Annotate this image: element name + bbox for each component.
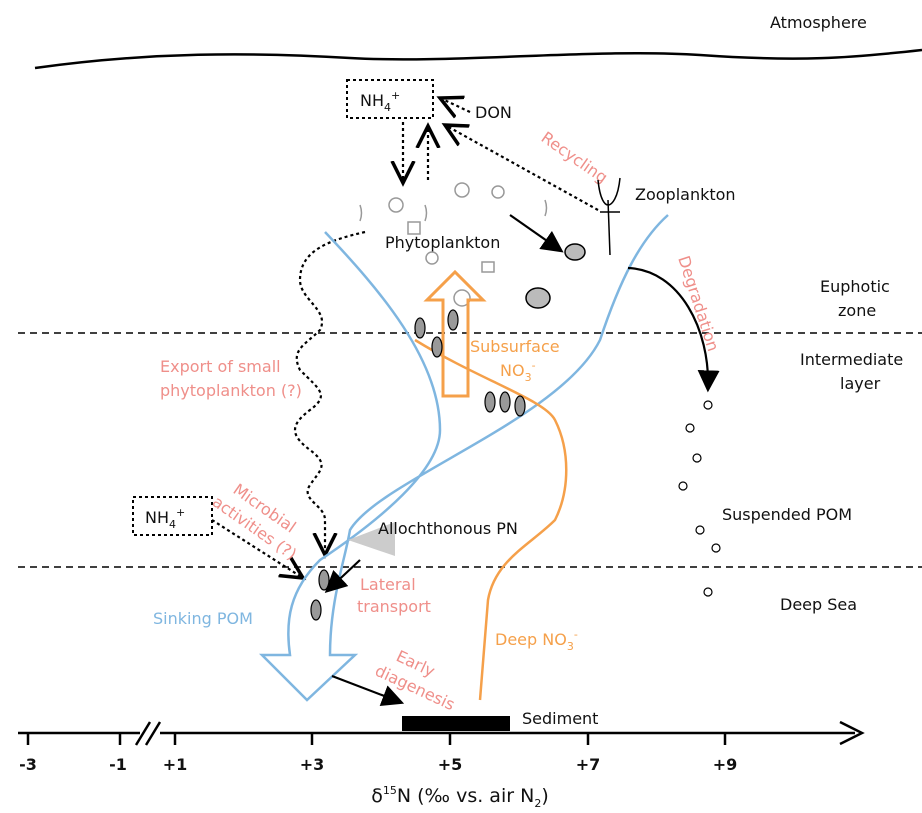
tick-label: +9 <box>713 755 738 774</box>
nh4-box <box>346 79 434 119</box>
export-label: Export of small phytoplankton (?) <box>160 357 302 400</box>
diagenesis-label: Earlydiagenesis <box>372 641 467 714</box>
tick-label: +3 <box>300 755 325 774</box>
zooplankton-label: Zooplankton <box>635 185 736 204</box>
deep-no3-label: Deep NO3- <box>495 628 578 653</box>
don-label: DON <box>475 103 512 122</box>
suspended-pom-label: Suspended POM <box>722 505 852 524</box>
degradation-label: Degradation <box>674 253 723 353</box>
euphotic-label: Euphotic zone <box>820 277 890 320</box>
nh4-label: NH4+ <box>360 89 400 114</box>
upwelling-arrow <box>423 269 487 398</box>
plankton-icons <box>359 182 548 307</box>
axis-title: δ15N (‰ vs. air N2) <box>371 784 548 810</box>
recycling-label: Recycling <box>538 128 612 187</box>
sea-surface <box>34 48 922 70</box>
tick-label: -1 <box>109 755 127 774</box>
microbial-text: Microbialactivities (?) <box>209 474 313 564</box>
allochthonous-label: Allochthonous PN <box>378 519 518 538</box>
atmosphere-label: Atmosphere <box>770 13 867 32</box>
diagenesis-group: Earlydiagenesis <box>372 641 467 714</box>
deep-sea-label: Deep Sea <box>780 595 857 614</box>
nh4-deep-label: NH4+ <box>145 506 185 531</box>
tick-label: -3 <box>19 755 37 774</box>
tick-label: +7 <box>576 755 601 774</box>
sinking-pom-label: Sinking POM <box>153 609 253 628</box>
microbial-label: Microbialactivities (?) <box>209 474 313 564</box>
x-axis <box>18 720 865 746</box>
intermediate-label: Intermediate layer <box>800 350 903 393</box>
particles <box>310 309 526 621</box>
nh4-deep-box <box>132 496 213 536</box>
phytoplankton-label: Phytoplankton <box>385 233 500 252</box>
solid-arrows <box>324 214 720 706</box>
sediment-bar <box>402 716 510 731</box>
sediment-label: Sediment <box>522 709 598 728</box>
no3-profile <box>414 338 568 701</box>
zooplankton-icons <box>525 177 621 309</box>
allochthonous-wedge <box>348 522 395 556</box>
subsurface-no3-label: Subsurface NO3- <box>470 337 560 384</box>
suspended-particles <box>678 400 721 597</box>
dotted-arrows <box>211 98 599 578</box>
sinking-pom-outline <box>258 214 669 702</box>
lateral-label: Lateral transport <box>357 575 431 616</box>
tick-label: +5 <box>438 755 463 774</box>
tick-label: +1 <box>163 755 188 774</box>
tick-labels: -3 -1 +1 +3 +5 +7 +9 <box>19 755 737 774</box>
